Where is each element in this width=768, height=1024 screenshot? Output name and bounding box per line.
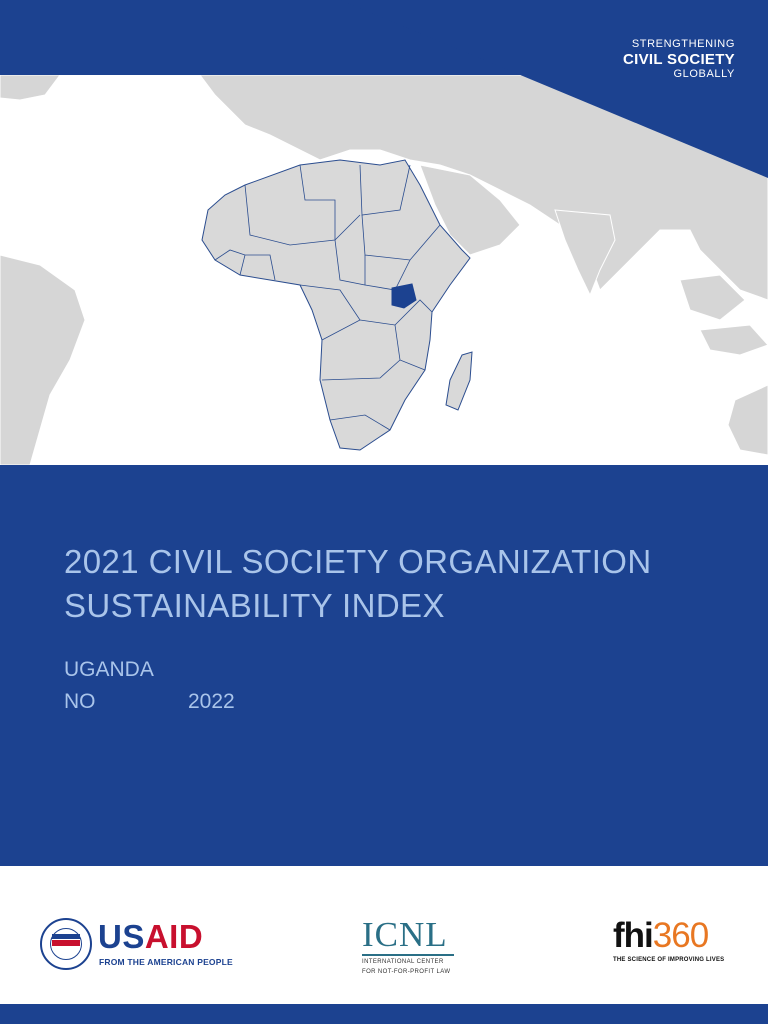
south-america-land (0, 254, 86, 465)
corner-shape (340, 0, 768, 178)
fhi360-logo: fhi360 THE SCIENCE OF IMPROVING LIVES (613, 918, 743, 978)
sea-islands (679, 274, 746, 321)
report-title: 2021 CIVIL SOCIETY ORGANIZATION SUSTAINA… (64, 543, 652, 624)
fhi-wordmark-number: 360 (652, 916, 709, 955)
indonesia-land (699, 324, 768, 356)
tagline: STRENGTHENING CIVIL SOCIETY GLOBALLY (623, 38, 735, 81)
usaid-logo: USAID FROM THE AMERICAN PEOPLE (40, 916, 233, 976)
icnl-logo: ICNL INTERNATIONAL CENTER FOR NOT-FOR-PR… (362, 915, 472, 978)
publication-year: 2022 (188, 690, 235, 713)
icnl-rule (362, 954, 454, 956)
fhi360-wordmark: fhi360 (613, 918, 743, 954)
greenland-land (0, 75, 61, 101)
icnl-tagline-line1: INTERNATIONAL CENTER (362, 959, 444, 965)
icnl-wordmark: ICNL (362, 915, 448, 954)
tagline-line2: CIVIL SOCIETY (623, 50, 735, 68)
bottom-band (0, 1004, 768, 1024)
uganda-highlight (391, 283, 417, 309)
logo-band: USAID FROM THE AMERICAN PEOPLE ICNL INTE… (0, 866, 768, 1004)
seal-stripe-blue (52, 934, 80, 939)
madagascar-land (445, 351, 473, 411)
usaid-wordmark-aid: AID (144, 918, 204, 955)
australia-land (727, 384, 768, 456)
usaid-tagline: FROM THE AMERICAN PEOPLE (99, 957, 233, 967)
africa-land (201, 159, 471, 451)
tagline-line3: GLOBALLY (673, 67, 735, 80)
seal-ring (50, 928, 82, 960)
usaid-wordmark-us: US (98, 918, 145, 955)
seal-stripe-red (52, 940, 80, 946)
world-map-graphic (0, 75, 768, 465)
world-map (0, 75, 768, 465)
publication-month: NO (64, 690, 96, 713)
country-name: UGANDA (64, 658, 154, 681)
africa-borders (214, 164, 441, 431)
fhi360-tagline: THE SCIENCE OF IMPROVING LIVES (613, 957, 725, 963)
icnl-tagline-line2: FOR NOT-FOR-PROFIT LAW (362, 969, 451, 975)
usaid-wordmark: USAID (98, 920, 203, 954)
eurasia-land (199, 75, 768, 301)
usaid-seal-icon (40, 918, 92, 970)
corner-triangle (340, 0, 768, 178)
arabia-land (419, 164, 521, 256)
tagline-line1: STRENGTHENING (631, 38, 735, 50)
india-land (554, 209, 616, 297)
fhi-wordmark-letters: fhi (613, 916, 654, 955)
